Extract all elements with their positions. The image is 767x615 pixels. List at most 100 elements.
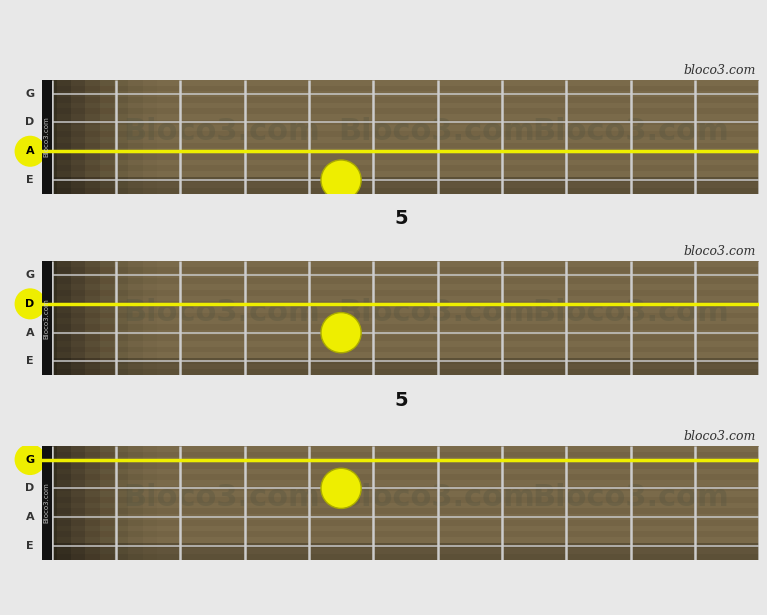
Bar <box>42 469 759 474</box>
Bar <box>42 165 759 171</box>
Text: D: D <box>25 299 35 309</box>
Bar <box>42 120 759 125</box>
Text: Bloco3.com: Bloco3.com <box>44 116 50 157</box>
Bar <box>42 80 114 194</box>
Bar <box>42 85 759 91</box>
Ellipse shape <box>321 468 361 509</box>
Bar <box>42 80 759 85</box>
Bar <box>42 261 157 375</box>
Bar <box>42 91 759 97</box>
Text: E: E <box>26 175 34 185</box>
Text: Bloco3.com: Bloco3.com <box>44 482 50 523</box>
Bar <box>42 267 759 273</box>
Bar <box>42 330 759 335</box>
Bar <box>42 261 51 375</box>
Bar <box>42 509 759 514</box>
Bar <box>42 279 759 284</box>
Text: Bloco3.com: Bloco3.com <box>338 298 535 327</box>
Text: Bloco3.com: Bloco3.com <box>532 298 729 327</box>
Bar <box>42 458 759 463</box>
Bar <box>42 148 759 154</box>
Bar <box>42 80 100 194</box>
Bar <box>42 261 71 375</box>
Text: D: D <box>25 483 35 493</box>
Bar <box>42 103 759 108</box>
Bar <box>42 171 759 177</box>
Bar <box>42 97 759 103</box>
Bar <box>42 125 759 131</box>
Bar <box>42 341 759 347</box>
Bar <box>42 463 759 469</box>
Bar <box>42 324 759 330</box>
Text: Bloco3.com: Bloco3.com <box>123 298 320 327</box>
Bar <box>42 352 759 358</box>
Bar <box>42 446 143 560</box>
Bar <box>42 154 759 159</box>
Text: Bloco3.com: Bloco3.com <box>123 483 320 512</box>
Bar <box>42 497 759 503</box>
Bar <box>42 80 51 194</box>
Bar <box>42 364 759 370</box>
Bar <box>42 312 759 319</box>
Bar <box>42 108 759 114</box>
Bar <box>42 301 759 307</box>
Bar <box>42 554 759 560</box>
Text: Bloco3.com: Bloco3.com <box>123 117 320 146</box>
Bar <box>42 358 759 375</box>
Ellipse shape <box>321 160 361 200</box>
Text: Bloco3.com: Bloco3.com <box>44 298 50 339</box>
Text: G: G <box>25 454 35 464</box>
Bar <box>42 446 157 560</box>
Text: G: G <box>25 89 35 98</box>
Bar <box>42 520 759 525</box>
Bar <box>42 335 759 341</box>
Bar <box>42 80 57 194</box>
Text: 5: 5 <box>394 209 407 228</box>
Text: Bloco3.com: Bloco3.com <box>532 483 729 512</box>
Bar <box>42 446 85 560</box>
Bar <box>42 80 157 194</box>
Text: Bloco3.com: Bloco3.com <box>532 117 729 146</box>
Bar <box>42 446 71 560</box>
Bar <box>42 272 759 279</box>
Text: A: A <box>26 512 35 522</box>
Bar <box>42 137 759 143</box>
Bar <box>42 80 85 194</box>
Bar <box>42 486 759 491</box>
Text: E: E <box>26 357 34 367</box>
Bar <box>42 261 85 375</box>
Text: D: D <box>25 117 35 127</box>
Text: A: A <box>26 146 35 156</box>
Ellipse shape <box>15 444 46 475</box>
Bar <box>42 143 759 148</box>
Bar <box>42 188 759 194</box>
Ellipse shape <box>15 288 46 319</box>
Bar <box>42 531 759 537</box>
Bar <box>42 503 759 509</box>
Bar <box>42 159 759 165</box>
Text: A: A <box>26 328 35 338</box>
Ellipse shape <box>321 312 361 353</box>
Bar <box>42 451 759 458</box>
Bar <box>42 474 759 480</box>
Text: 5: 5 <box>394 391 407 410</box>
Bar <box>42 261 128 375</box>
Bar <box>42 514 759 520</box>
Text: Bloco3.com: Bloco3.com <box>338 117 535 146</box>
Text: E: E <box>26 541 34 551</box>
Bar <box>42 261 100 375</box>
Bar <box>42 446 51 560</box>
Bar <box>42 290 759 296</box>
Bar <box>42 131 759 137</box>
Bar <box>42 177 759 194</box>
Bar <box>42 347 759 352</box>
Bar <box>42 542 759 549</box>
Text: Bloco3.com: Bloco3.com <box>338 483 535 512</box>
Bar <box>42 446 100 560</box>
Bar <box>42 319 759 324</box>
Bar <box>42 370 759 375</box>
Bar <box>42 537 759 542</box>
Bar <box>42 296 759 301</box>
Bar <box>42 491 759 497</box>
Bar <box>42 525 759 531</box>
